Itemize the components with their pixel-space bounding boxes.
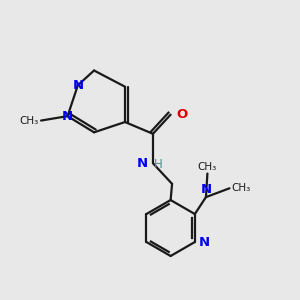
Text: CH₃: CH₃: [198, 162, 217, 172]
Text: N: N: [137, 157, 148, 170]
Text: N: N: [72, 79, 83, 92]
Text: O: O: [176, 108, 187, 121]
Text: CH₃: CH₃: [231, 183, 250, 193]
Text: CH₃: CH₃: [20, 116, 39, 126]
Text: N: N: [198, 236, 209, 248]
Text: N: N: [62, 110, 73, 123]
Text: N: N: [200, 183, 211, 196]
Text: H: H: [154, 158, 163, 171]
